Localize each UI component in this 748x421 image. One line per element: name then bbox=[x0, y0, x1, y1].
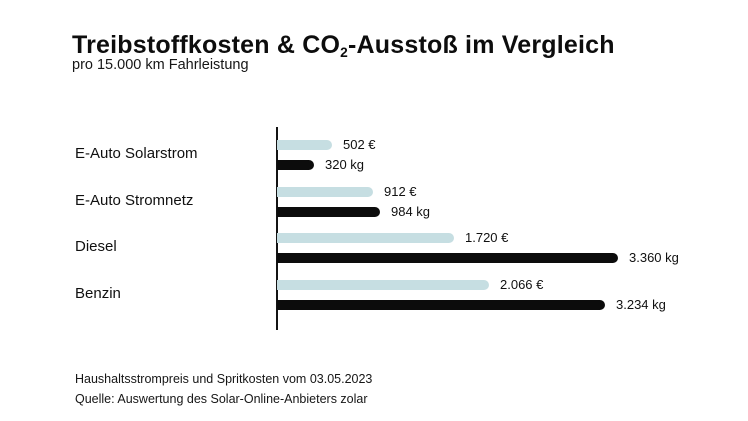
category-label: E-Auto Stromnetz bbox=[75, 191, 194, 209]
co2-bar bbox=[277, 299, 605, 310]
cost-bar bbox=[277, 140, 332, 150]
co2-bar bbox=[277, 206, 380, 217]
category-label: E-Auto Solarstrom bbox=[75, 145, 198, 162]
bar-group: Benzin 2.066 € 3.234 kg bbox=[0, 267, 748, 313]
footnote-date-line: Haushaltsstrompreis und Spritkosten vom … bbox=[75, 372, 373, 386]
cost-bar-value-label: 912 € bbox=[384, 183, 417, 199]
footnote-source-line: Quelle: Auswertung des Solar-Online-Anbi… bbox=[75, 392, 368, 406]
y-axis-line bbox=[276, 127, 278, 330]
co2-bar-value-label: 984 kg bbox=[391, 203, 431, 219]
co2-bar-value-label: 3.234 kg bbox=[616, 296, 666, 312]
cost-bar bbox=[277, 186, 373, 197]
bar-group: Diesel 1.720 € 3.360 kg bbox=[0, 220, 748, 266]
cost-bar-value-label: 2.066 € bbox=[500, 276, 544, 292]
title-subscript: 2 bbox=[340, 44, 348, 60]
co2-bar-value-label: 3.360 kg bbox=[629, 250, 679, 265]
footnote: Haushaltsstrompreis und Spritkosten vom … bbox=[75, 369, 372, 409]
cost-bar bbox=[277, 279, 489, 290]
chart-subtitle: pro 15.000 km Fahrleistung bbox=[72, 57, 249, 73]
cost-bar-value-label: 1.720 € bbox=[465, 230, 509, 245]
co2-bar bbox=[277, 253, 618, 263]
cost-bar bbox=[277, 233, 454, 243]
title-suffix: -Ausstoß im Vergleich bbox=[347, 30, 615, 59]
category-label: Diesel bbox=[75, 238, 117, 255]
page-title: Treibstoffkosten & CO2-Ausstoß im Vergle… bbox=[72, 31, 615, 60]
co2-bar-value-label: 320 kg bbox=[325, 157, 365, 172]
co2-bar bbox=[277, 160, 314, 170]
category-label: Benzin bbox=[75, 284, 121, 302]
cost-bar-value-label: 502 € bbox=[343, 137, 376, 152]
bar-group: E-Auto Solarstrom 502 € 320 kg bbox=[0, 127, 748, 173]
title-prefix: Treibstoffkosten & CO bbox=[72, 30, 341, 59]
bar-group: E-Auto Stromnetz 912 € 984 kg bbox=[0, 174, 748, 220]
